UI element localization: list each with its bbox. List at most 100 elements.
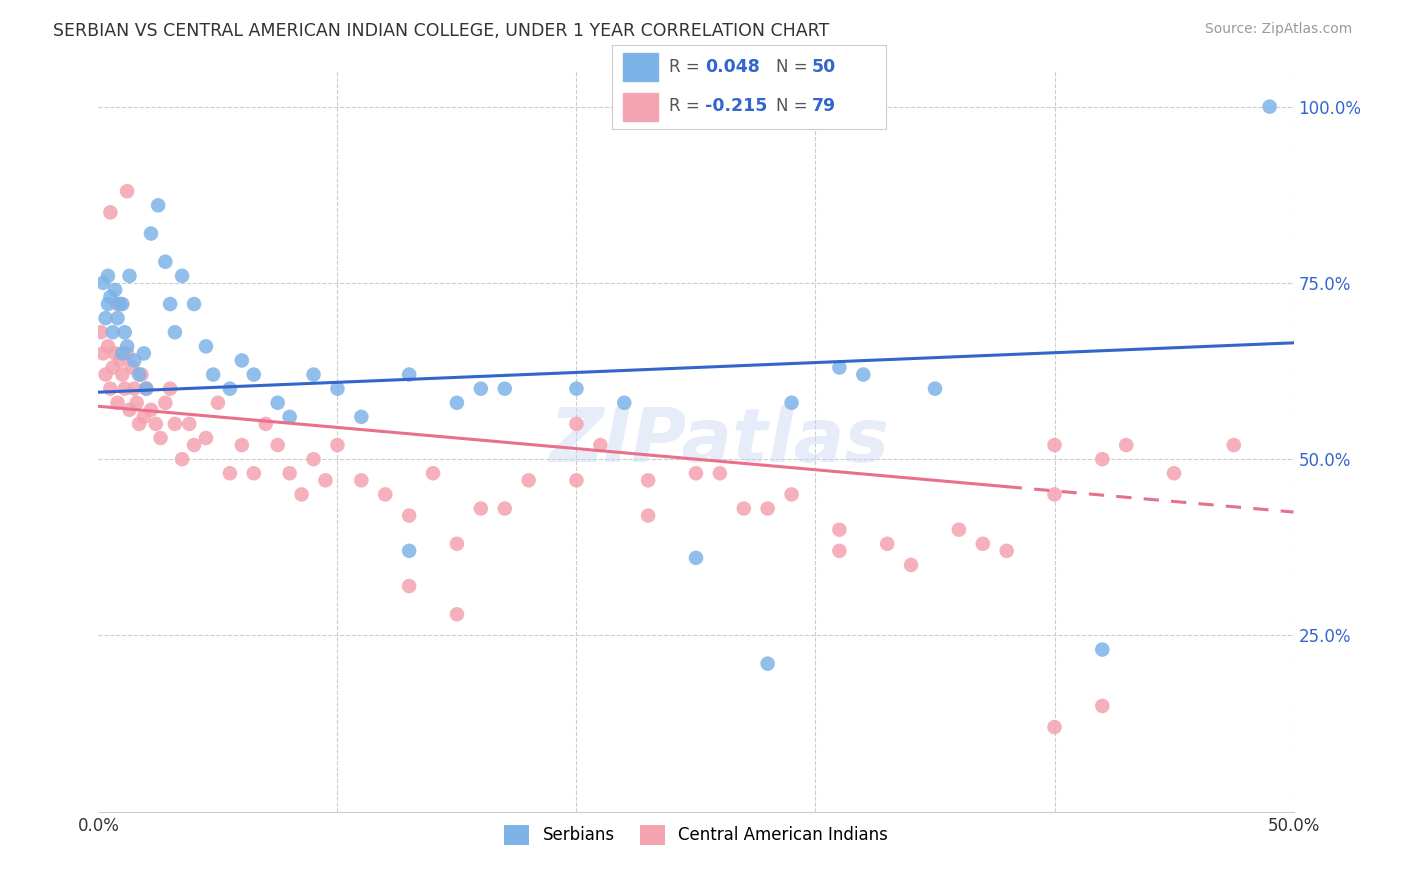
Point [1091,642,1114,657]
Point [278,409,301,424]
Point [374,487,396,501]
Point [195,339,218,353]
Point [145,417,167,431]
Point [315,473,337,487]
Point [1223,438,1246,452]
Point [128,368,150,382]
Point [183,438,205,452]
Point [1091,698,1114,713]
Text: 50: 50 [811,59,837,77]
Point [995,544,1018,558]
Point [97,339,120,353]
Point [1043,438,1066,452]
Point [637,508,659,523]
Point [1043,720,1066,734]
Point [114,382,136,396]
Point [132,409,155,424]
Point [149,431,172,445]
Point [589,438,612,452]
Point [183,297,205,311]
Point [135,382,157,396]
Point [302,452,325,467]
Point [446,607,468,622]
Point [172,268,194,283]
Text: -0.215: -0.215 [704,97,768,115]
Point [613,396,636,410]
Point [101,325,124,339]
Point [326,438,349,452]
Point [148,198,170,212]
Point [470,382,492,396]
Point [159,297,181,311]
Point [231,353,253,368]
Point [398,544,420,558]
Point [97,297,120,311]
Text: ZIPatlas: ZIPatlas [550,405,890,478]
Text: 0.048: 0.048 [704,59,759,77]
Point [101,360,124,375]
Point [446,396,468,410]
Point [828,544,851,558]
Point [91,276,114,290]
Point [107,396,129,410]
Point [94,368,117,382]
Point [1163,467,1185,481]
Point [278,467,301,481]
Point [924,382,946,396]
Text: N =: N = [776,59,813,77]
Point [139,402,162,417]
Point [98,382,122,396]
Point [172,452,194,467]
Text: R =: R = [669,97,706,115]
Point [780,487,803,501]
Point [709,467,731,481]
Point [108,297,131,311]
Point [202,368,225,382]
Point [111,346,134,360]
Point [111,368,134,382]
Point [139,227,162,241]
Point [828,523,851,537]
Point [756,501,779,516]
Point [118,268,141,283]
Point [350,473,373,487]
Point [565,417,588,431]
Point [231,438,253,452]
Point [128,417,150,431]
Point [104,346,127,360]
Point [422,467,444,481]
Point [114,325,136,339]
Point [97,268,120,283]
Point [94,311,117,326]
Point [446,537,468,551]
Bar [623,93,658,120]
Point [900,558,922,572]
Point [291,487,314,501]
Point [828,360,851,375]
Point [685,550,707,565]
Point [207,396,229,410]
Point [243,467,266,481]
Point [104,283,127,297]
Point [124,353,146,368]
Legend: Serbians, Central American Indians: Serbians, Central American Indians [498,818,894,852]
Point [118,402,141,417]
Point [398,579,420,593]
Point [163,417,186,431]
Point [195,431,218,445]
Point [876,537,898,551]
Point [326,382,349,396]
Point [115,346,138,360]
Point [111,297,134,311]
Point [756,657,779,671]
Point [1115,438,1137,452]
Point [115,339,138,353]
Point [179,417,201,431]
Point [1258,100,1281,114]
Point [107,297,129,311]
Point [948,523,970,537]
Point [517,473,540,487]
Point [131,368,153,382]
Point [494,501,516,516]
Point [852,368,875,382]
